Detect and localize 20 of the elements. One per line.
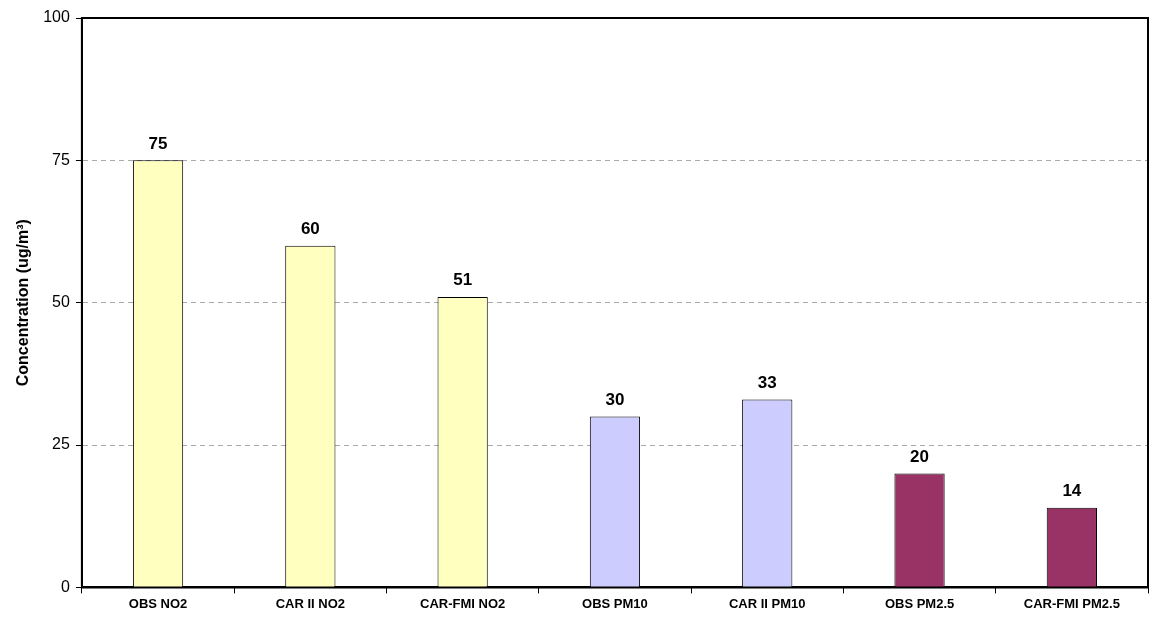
y-tick-label: 0 [60, 577, 70, 595]
data-label: 75 [148, 133, 168, 153]
x-tick-label: CAR II NO2 [275, 595, 346, 611]
data-label: 51 [453, 270, 473, 290]
y-tick-label: 50 [52, 293, 70, 311]
x-tick-label: CAR-FMI PM2.5 [1023, 595, 1120, 611]
y-tick-label: 100 [43, 8, 70, 26]
data-label: 33 [757, 372, 777, 392]
data-label: 14 [1062, 480, 1082, 500]
y-axis-title: Concentration (ug/m³) [14, 219, 32, 387]
y-tick-label: 75 [52, 150, 70, 168]
x-tick-label: OBS NO2 [128, 595, 188, 611]
x-tick-label: CAR II PM10 [728, 595, 806, 611]
y-tick-label: 25 [52, 435, 70, 453]
data-label: 30 [605, 389, 625, 409]
x-tick-label: CAR-FMI NO2 [420, 595, 506, 611]
x-tick-label: OBS PM2.5 [884, 595, 955, 611]
data-label: 20 [910, 446, 930, 466]
x-tick-label: OBS PM10 [582, 595, 648, 611]
data-label: 60 [300, 218, 320, 238]
